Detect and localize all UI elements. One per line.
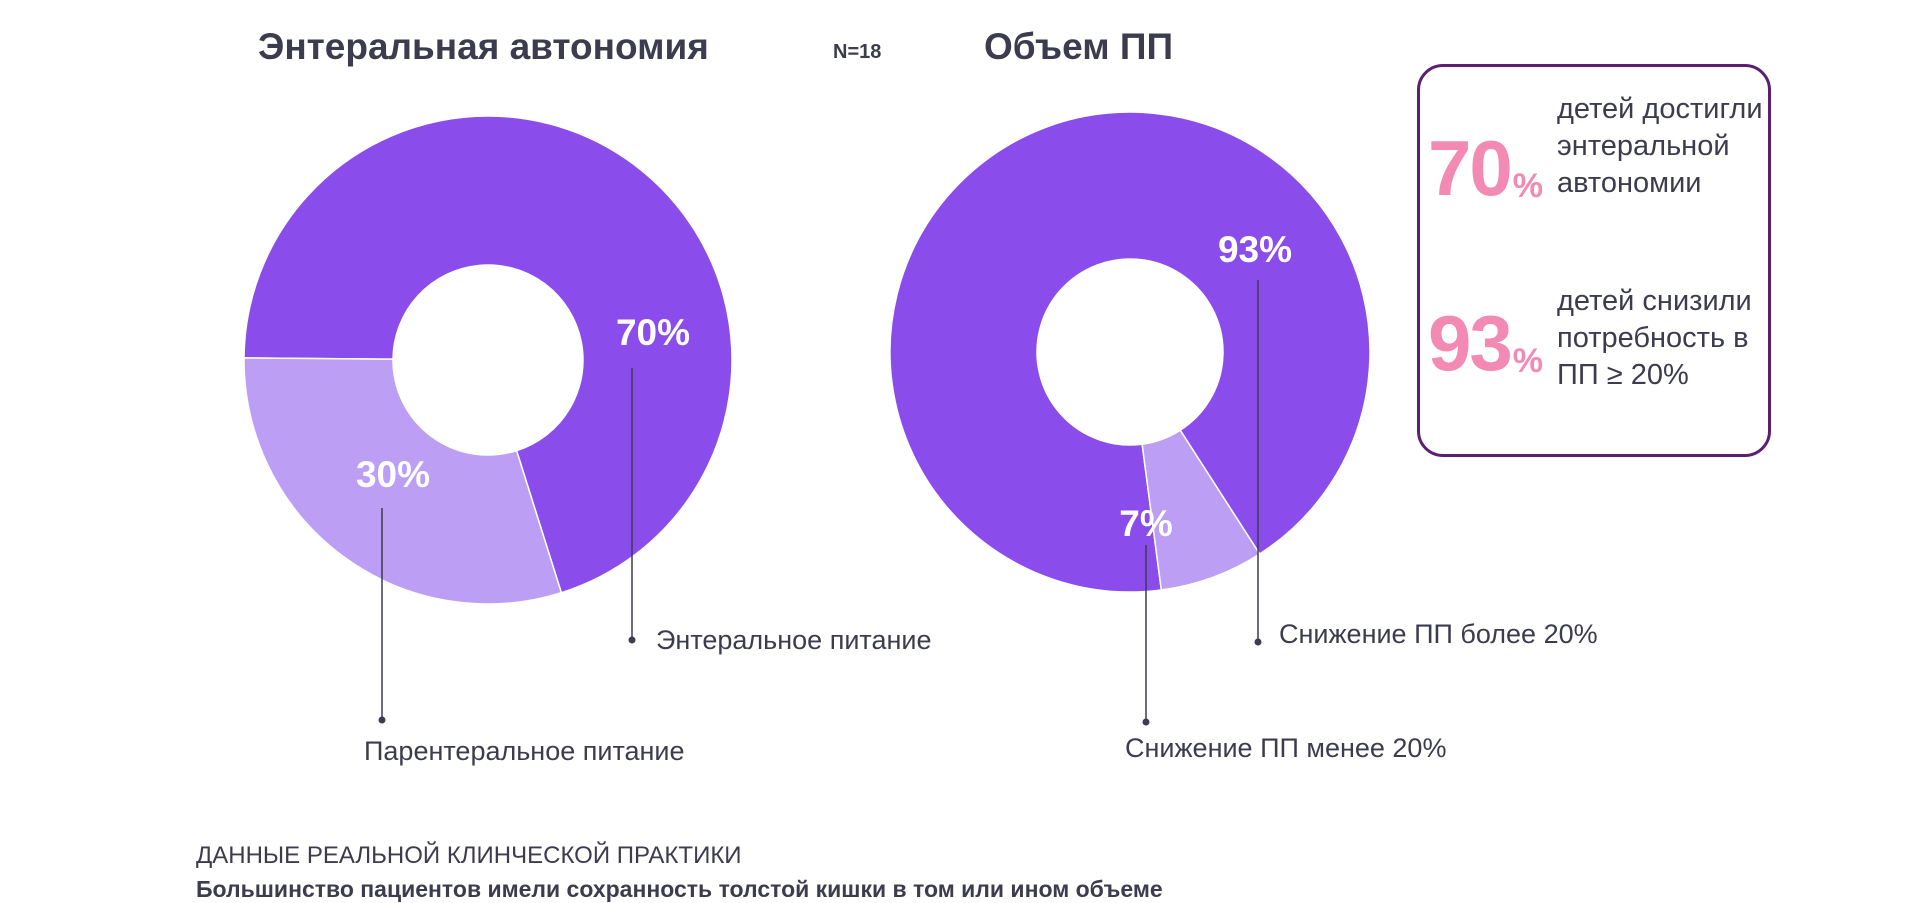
stat-percent-sign: % [1512, 167, 1543, 205]
slice-category-label: Энтеральное питание [656, 625, 931, 655]
slice-category-label: Снижение ПП менее 20% [1125, 733, 1446, 763]
footer-source-label: ДАННЫЕ РЕАЛЬНОЙ КЛИНЧЕСКОЙ ПРАКТИКИ [196, 842, 742, 869]
footer-note: Большинство пациентов имели сохранность … [196, 876, 1163, 902]
slice-category-label: Снижение ПП более 20% [1279, 619, 1598, 649]
donut-chart-enteral-autonomy: 70% Энтеральное питание 30% Парентеральное … [243, 115, 931, 766]
donut-slice-parenteral [243, 357, 563, 605]
leader-dot [378, 716, 386, 724]
donut-slice-enteral [243, 115, 733, 594]
leader-dot [1254, 638, 1262, 646]
stat-description: детей достигли энтеральной автономии [1557, 93, 1763, 199]
donut-chart-pn-volume: 93% Снижение ПП более 20% 7% Снижение ПП ме… [889, 111, 1598, 763]
summary-stat-enteral: 70 % [1428, 129, 1543, 207]
stat-percent-sign: % [1512, 342, 1543, 380]
donut-slice-pn-under-20 [1141, 429, 1261, 591]
slice-value-label: 70% [616, 312, 690, 353]
stat-description: детей снизили потребность в ПП ≥ 20% [1557, 285, 1752, 391]
slice-value-label: 30% [356, 454, 430, 495]
summary-callout: 70 % детей достигли энтеральной автономи… [1417, 64, 1771, 457]
stat-number: 70 [1428, 124, 1513, 212]
leader-dot [628, 636, 636, 644]
slice-category-label: Парентеральное питание [364, 736, 685, 766]
sample-size-label: N=18 [833, 41, 882, 63]
slice-value-label: 7% [1119, 503, 1172, 544]
chart-title-pn-volume: Объем ПП [984, 26, 1174, 67]
slice-value-label: 93% [1218, 229, 1292, 270]
leader-dot [1142, 718, 1150, 726]
chart-title-enteral-autonomy: Энтеральная автономия [258, 26, 709, 67]
donut-slice-pn-over-20 [889, 111, 1371, 593]
summary-stat-pn: 93 % [1428, 304, 1543, 382]
stat-number: 93 [1428, 299, 1513, 387]
